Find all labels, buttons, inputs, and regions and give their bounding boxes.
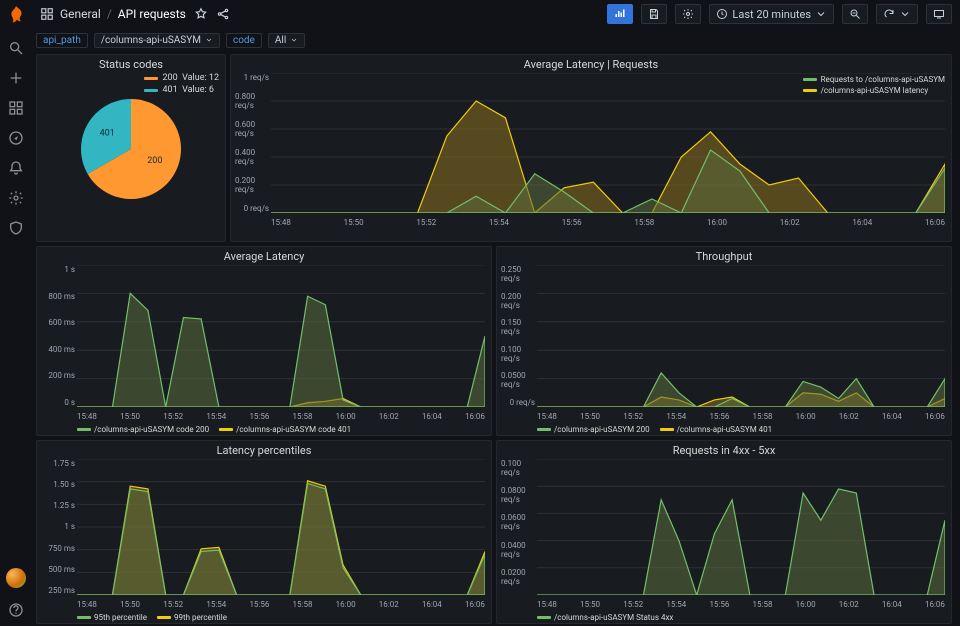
grafana-logo[interactable] [5, 4, 27, 26]
explore-icon[interactable] [8, 130, 24, 146]
panel-requests-4xx-5xx[interactable]: Requests in 4xx - 5xx 0.100 req/s0.0800 … [496, 440, 952, 624]
var-code-select[interactable]: All [268, 33, 305, 48]
refresh-button[interactable] [876, 4, 918, 24]
zoom-out-button[interactable] [842, 4, 868, 24]
svg-text:401: 401 [100, 128, 115, 138]
panel-title: Throughput [497, 247, 951, 265]
variables-row: api_path /columns-api-uSASYM code All [36, 30, 952, 50]
panel-title: Latency percentiles [37, 441, 491, 459]
save-button[interactable] [641, 4, 667, 24]
config-icon[interactable] [8, 190, 24, 206]
panel-latency-percentiles[interactable]: Latency percentiles 1.75 s1.50 s1.25 s1 … [36, 440, 492, 624]
help-icon[interactable] [8, 602, 24, 618]
var-api-path-select[interactable]: /columns-api-uSASYM [94, 33, 220, 48]
panel-avg-latency[interactable]: Average Latency 1 s800 ms600 ms400 ms200… [36, 246, 492, 436]
timerange-picker[interactable]: Last 20 minutes [709, 4, 834, 24]
timerange-label: Last 20 minutes [732, 8, 811, 21]
dashboard-icon [40, 7, 54, 21]
search-icon[interactable] [8, 40, 24, 56]
settings-button[interactable] [675, 4, 701, 24]
breadcrumb-title[interactable]: API requests [118, 7, 186, 21]
panel-throughput[interactable]: Throughput 0.250 req/s0.200 req/s0.150 r… [496, 246, 952, 436]
breadcrumb[interactable]: General / API requests [40, 7, 186, 21]
star-icon[interactable] [194, 7, 208, 21]
chevron-down-icon [205, 36, 213, 44]
chevron-down-icon [899, 8, 911, 20]
panel-title: Average Latency [37, 247, 491, 265]
add-panel-button[interactable] [607, 4, 633, 24]
tv-mode-button[interactable] [926, 4, 952, 24]
plus-icon[interactable] [8, 70, 24, 86]
panel-status-codes[interactable]: Status codes 200 Value: 12401 Value: 6 2… [36, 54, 226, 242]
panel-title: Requests in 4xx - 5xx [497, 441, 951, 459]
panel-title: Status codes [37, 55, 225, 73]
pie-chart: 200 401 [66, 79, 196, 209]
alerting-icon[interactable] [8, 160, 24, 176]
pie-legend: 200 Value: 12401 Value: 6 [144, 73, 219, 97]
svg-text:200: 200 [147, 156, 162, 166]
user-avatar[interactable] [6, 568, 26, 588]
share-icon[interactable] [216, 7, 230, 21]
shield-icon[interactable] [8, 220, 24, 236]
panel-avg-latency-requests[interactable]: Average Latency | Requests 1 req/s0.800 … [230, 54, 952, 242]
breadcrumb-folder[interactable]: General [60, 7, 101, 21]
nav-rail [0, 0, 32, 626]
var-code-label: code [226, 33, 262, 48]
panel-title: Average Latency | Requests [231, 55, 951, 73]
dashboard-grid: Status codes 200 Value: 12401 Value: 6 2… [36, 54, 952, 620]
chevron-down-icon [815, 8, 827, 20]
dashboard-header: General / API requests Last 20 minutes [32, 0, 960, 28]
var-api-path-label: api_path [36, 33, 88, 48]
breadcrumb-sep: / [107, 7, 112, 21]
dashboards-icon[interactable] [8, 100, 24, 116]
chevron-down-icon [290, 36, 298, 44]
